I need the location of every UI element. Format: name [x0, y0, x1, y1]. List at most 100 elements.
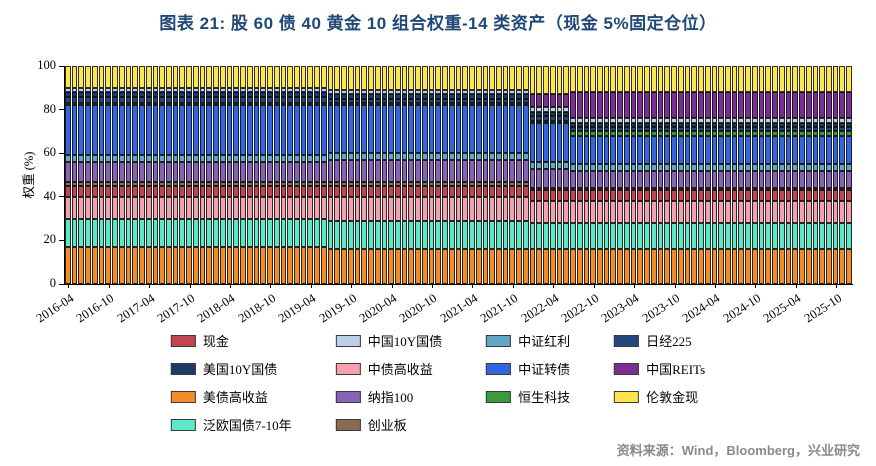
bar-segment [85, 218, 91, 247]
bar-segment [287, 161, 293, 182]
legend-label: 中证转债 [518, 362, 571, 377]
plot-area [65, 66, 853, 284]
bar-segment [469, 249, 475, 284]
bar-segment [543, 66, 549, 95]
bar-segment [442, 103, 448, 106]
bar-segment [664, 66, 671, 93]
bar-segment [597, 118, 603, 123]
bar-segment [139, 92, 145, 97]
bar-segment [475, 249, 482, 284]
x-tick-mark [68, 284, 70, 288]
bar-segment [85, 181, 91, 186]
bar-segment [394, 181, 401, 186]
legend-swatch [486, 362, 512, 375]
bar-segment [846, 170, 852, 189]
bar-segment [597, 66, 603, 93]
bar-segment [630, 170, 637, 189]
bar-segment [421, 196, 428, 221]
bar-segment [704, 201, 711, 223]
bar [778, 66, 785, 284]
bar-segment [307, 105, 314, 156]
bar-segment [475, 105, 482, 154]
bar [623, 66, 630, 284]
bar-segment [112, 196, 118, 219]
bar-segment [644, 66, 650, 93]
bar-segment [267, 246, 273, 284]
bar-segment [145, 161, 152, 182]
x-tick-mark [593, 284, 595, 288]
bar-segment [374, 249, 381, 284]
bar-segment [219, 66, 226, 88]
bar-segment [401, 220, 408, 250]
bar-segment [677, 118, 684, 123]
bar-segment [462, 153, 469, 160]
bar-segment [394, 66, 401, 91]
bar-segment [320, 155, 327, 162]
bar-segment [839, 135, 846, 165]
bar-segment [623, 222, 630, 250]
bar-segment [206, 181, 213, 186]
bar-segment [314, 218, 320, 247]
bar-segment [805, 135, 812, 165]
bar-segment [751, 118, 758, 123]
bar-segment [368, 94, 374, 99]
bar-segment [374, 196, 381, 221]
bar-segment [603, 92, 610, 119]
bar-segment [630, 201, 637, 223]
bar-segment [428, 249, 435, 284]
bar-segment [543, 120, 549, 123]
bar-segment [219, 218, 226, 247]
bar-segment [381, 94, 388, 99]
bar-segment [724, 66, 731, 93]
bar-segment [381, 249, 388, 284]
bar-segment [556, 188, 563, 191]
bar-segment [327, 94, 334, 99]
bar-segment [751, 190, 758, 202]
bar-segment [677, 222, 684, 250]
x-tick-mark [795, 284, 797, 288]
bar [132, 66, 139, 284]
bar-segment [502, 249, 509, 284]
bar-segment [522, 159, 529, 182]
bar-segment [799, 170, 805, 189]
bar-segment [145, 92, 152, 97]
bar-segment [381, 105, 388, 154]
bar-segment [448, 98, 455, 104]
x-tick-mark [108, 284, 110, 288]
bar-segment [334, 105, 341, 154]
bar-segment [145, 185, 152, 197]
bar-segment [361, 196, 368, 221]
bar-segment [731, 164, 738, 171]
bar-segment [293, 66, 300, 88]
bar-segment [401, 181, 408, 186]
bar [664, 66, 671, 284]
bar-segment [152, 185, 159, 197]
bar-segment [368, 196, 374, 221]
y-tick-mark [59, 152, 65, 154]
bar-segment [556, 111, 563, 117]
bar-segment [462, 98, 469, 104]
bar-segment [496, 153, 502, 160]
bar-segment [186, 218, 192, 247]
bar-segment [805, 122, 812, 128]
bar-segment [334, 220, 341, 250]
bar-segment [71, 246, 78, 284]
bar-segment [388, 103, 394, 106]
bar-segment [738, 164, 745, 171]
bar-segment [65, 155, 71, 162]
bar-segment [139, 246, 145, 284]
bar-segment [408, 220, 415, 250]
bar-segment [394, 94, 401, 99]
y-tick-mark [59, 239, 65, 241]
bar-segment [469, 66, 475, 91]
bar-segment [192, 185, 199, 197]
bar-segment [623, 170, 630, 189]
bar-segment [812, 201, 819, 223]
bar-segment [832, 131, 839, 136]
bar-segment [401, 90, 408, 95]
bar [145, 66, 152, 284]
bar-segment [421, 66, 428, 91]
bar-segment [300, 185, 307, 197]
bar-segment [206, 66, 213, 88]
bar-segment [213, 66, 219, 88]
